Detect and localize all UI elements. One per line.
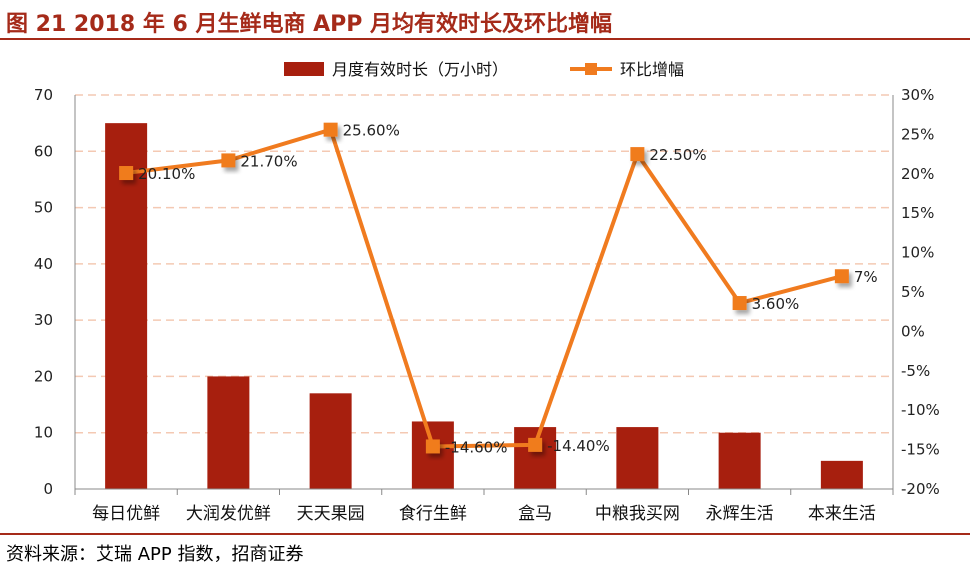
category-label: 天天果园	[297, 504, 365, 524]
axes: 0 10 20 30 40 50 60 70 -20% -15% -10% -5% 0% 5% 10% 15%…	[34, 86, 940, 524]
right-tick-label: 5%	[901, 283, 925, 301]
right-tick-label: 0%	[901, 322, 925, 340]
left-tick-label: 30	[34, 311, 53, 329]
bar	[207, 376, 250, 489]
right-tick-label: 10%	[901, 244, 934, 262]
line-marker	[425, 439, 440, 454]
data-labels: 20.10% 21.70% 25.60% -14.60% -14.40% 22.50% 3.…	[138, 122, 878, 457]
source-note: 资料来源：艾瑞 APP 指数，招商证券	[6, 544, 304, 565]
data-label: 7%	[854, 268, 878, 286]
left-tick-label: 50	[34, 199, 53, 217]
left-tick-label: 70	[34, 86, 53, 104]
legend: 月度有效时长（万小时） 环比增幅	[284, 60, 684, 79]
line-path	[125, 127, 843, 449]
category-label: 食行生鲜	[399, 504, 467, 524]
data-label: -14.60%	[445, 438, 508, 456]
category-label: 大润发优鲜	[186, 504, 271, 524]
line-marker	[528, 437, 543, 452]
right-tick-label: 20%	[901, 165, 934, 183]
left-tick-label: 0	[43, 480, 53, 498]
category-label: 盒马	[518, 504, 552, 524]
combo-chart: 0 10 20 30 40 50 60 70 -20% -15% -10% -5% 0% 5% 10% 15%…	[34, 60, 940, 524]
data-label: 25.60%	[343, 122, 400, 140]
line-marker	[834, 269, 849, 284]
line-marker	[630, 147, 645, 162]
bar	[105, 123, 148, 490]
bar	[616, 427, 659, 489]
bar	[309, 393, 352, 489]
category-label: 本来生活	[808, 504, 876, 524]
title-divider	[0, 38, 970, 40]
legend-bar-swatch	[284, 62, 324, 76]
bar	[718, 432, 761, 489]
left-tick-label: 60	[34, 142, 53, 160]
data-label: 21.70%	[240, 152, 297, 170]
category-label: 永辉生活	[706, 504, 774, 524]
category-label: 每日优鲜	[92, 504, 160, 524]
line-marker	[221, 153, 236, 168]
legend-line-marker	[585, 63, 597, 75]
footer-divider	[0, 533, 970, 535]
right-tick-label: 15%	[901, 204, 934, 222]
data-label: 22.50%	[649, 146, 706, 164]
left-tick-label: 20	[34, 367, 53, 385]
legend-bar-label: 月度有效时长（万小时）	[332, 60, 508, 79]
line-marker	[119, 166, 134, 181]
right-tick-label: -5%	[901, 362, 930, 380]
left-tick-label: 10	[34, 424, 53, 442]
data-label: 3.60%	[752, 295, 800, 313]
data-label: 20.10%	[138, 165, 195, 183]
bar	[514, 427, 557, 489]
bar	[820, 460, 863, 489]
line-marker	[323, 122, 338, 137]
right-tick-label: -15%	[901, 441, 940, 459]
title-bar: 图 21 2018 年 6 月生鲜电商 APP 月均有效时长及环比增幅	[0, 0, 970, 40]
left-tick-label: 40	[34, 255, 53, 273]
line-marker	[732, 296, 747, 311]
right-tick-label: -20%	[901, 480, 940, 498]
legend-line-label: 环比增幅	[620, 60, 684, 79]
figure-title: 图 21 2018 年 6 月生鲜电商 APP 月均有效时长及环比增幅	[6, 12, 613, 37]
right-tick-label: -10%	[901, 401, 940, 419]
bar-series	[105, 123, 863, 490]
data-label: -14.40%	[547, 437, 610, 455]
gridlines	[75, 94, 893, 434]
right-tick-label: 30%	[901, 86, 934, 104]
right-tick-label: 25%	[901, 125, 934, 143]
line-series	[119, 122, 849, 454]
bar	[411, 421, 454, 489]
category-label: 中粮我买网	[595, 504, 680, 524]
